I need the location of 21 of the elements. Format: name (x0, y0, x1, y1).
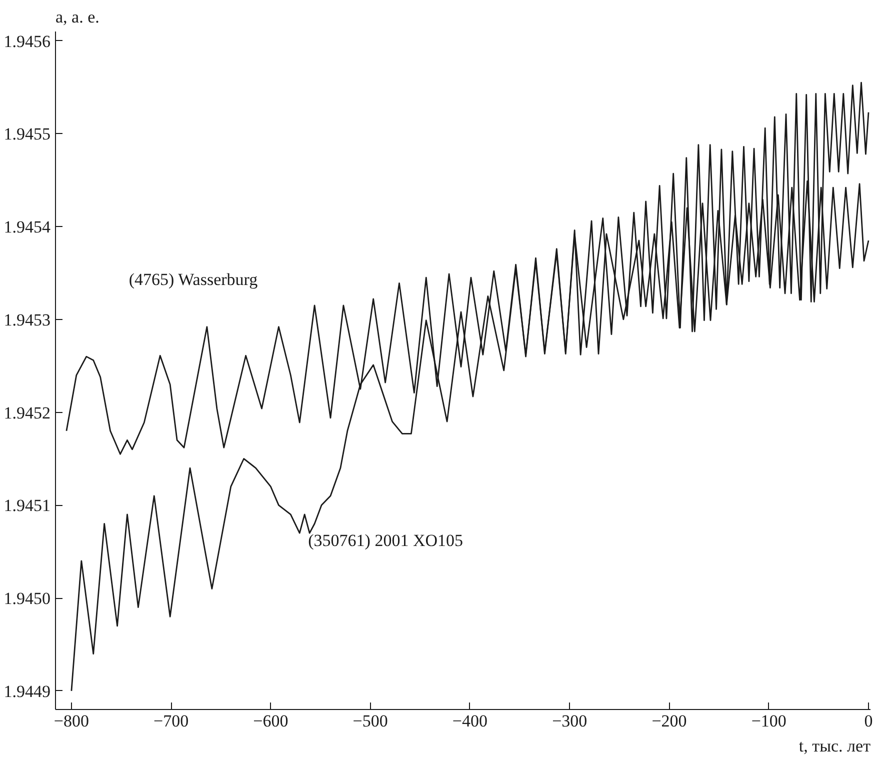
x-tick-label: 0 (864, 712, 873, 730)
y-axis-title: a, а. е. (56, 8, 100, 26)
y-tick-label: 1.9450 (4, 589, 50, 608)
y-tick-label: 1.9455 (4, 124, 50, 144)
x-tick-label: −700 (154, 712, 189, 730)
y-tick-label: 1.9452 (4, 403, 50, 422)
x-tick-label: −500 (352, 712, 388, 730)
x-tick-label: −300 (552, 712, 588, 730)
y-tick-label: 1.9449 (4, 682, 50, 701)
x-tick-label: −400 (452, 712, 488, 730)
x-axis-title: t, тыс. лет (798, 736, 872, 756)
y-tick-label: 1.9451 (4, 496, 50, 516)
x-tick-label: −800 (54, 712, 89, 730)
x-tick-label: −600 (253, 712, 288, 730)
series-label: (350761) 2001 XO105 (308, 531, 464, 550)
text: (4765) Wasserburg (128, 270, 258, 290)
y-tick-label: 1.9456 (4, 32, 50, 51)
y-tick-label: 1.9453 (4, 310, 50, 330)
y-tick-label: 1.9454 (4, 218, 51, 237)
x-tick-label: −200 (652, 712, 687, 730)
x-tick-label: −100 (751, 712, 786, 730)
